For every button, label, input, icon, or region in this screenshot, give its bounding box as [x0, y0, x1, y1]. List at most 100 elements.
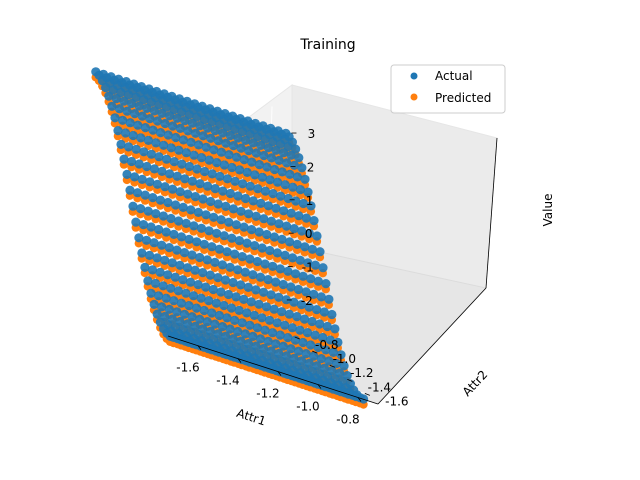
actual-point	[288, 182, 298, 192]
y-tick-mark	[329, 364, 335, 368]
actual-point	[251, 211, 261, 221]
actual-point	[169, 157, 179, 167]
actual-point	[181, 148, 191, 158]
actual-point	[257, 313, 267, 323]
actual-point	[201, 282, 211, 292]
actual-point	[285, 237, 295, 247]
actual-point	[249, 310, 259, 320]
actual-point	[122, 169, 132, 179]
actual-point	[201, 142, 211, 152]
actual-point	[237, 252, 247, 262]
actual-point	[184, 161, 194, 172]
actual-point	[274, 292, 284, 302]
actual-point	[274, 219, 284, 229]
actual-point	[300, 174, 310, 184]
actual-point	[270, 164, 280, 175]
legend-label-predicted: Predicted	[435, 91, 491, 105]
actual-point	[143, 206, 153, 216]
actual-point	[146, 149, 156, 159]
actual-point	[164, 243, 174, 253]
actual-point	[111, 94, 121, 104]
actual-point	[131, 217, 141, 227]
actual-point	[321, 279, 331, 289]
actual-point	[257, 172, 267, 182]
actual-point	[296, 300, 307, 310]
actual-point	[206, 133, 216, 143]
actual-point	[179, 248, 190, 258]
actual-point	[146, 288, 156, 298]
actual-point	[202, 255, 212, 265]
actual-point	[242, 308, 252, 318]
actual-point	[148, 193, 158, 203]
actual-point	[145, 177, 155, 187]
actual-point	[339, 361, 349, 371]
actual-point	[286, 208, 296, 218]
actual-point	[321, 345, 331, 355]
y-tick-mark	[347, 378, 353, 382]
actual-point	[219, 300, 229, 311]
actual-point	[318, 263, 328, 273]
actual-point	[173, 286, 183, 296]
actual-point	[275, 264, 285, 274]
actual-point	[277, 234, 287, 244]
actual-point	[192, 164, 202, 174]
actual-point	[187, 176, 197, 186]
actual-point	[256, 140, 266, 150]
actual-point	[266, 153, 277, 163]
actual-point	[221, 201, 231, 211]
actual-point	[271, 339, 281, 349]
actual-point	[155, 195, 165, 205]
actual-point	[190, 192, 200, 202]
actual-point	[179, 309, 190, 319]
actual-point	[254, 160, 264, 170]
actual-point	[242, 238, 252, 248]
actual-point	[302, 328, 313, 338]
z-tick-label: 0	[305, 227, 313, 241]
actual-point	[241, 135, 251, 145]
actual-point	[244, 209, 254, 219]
actual-point	[178, 275, 188, 285]
actual-point	[116, 139, 126, 149]
z-tick-label: 2	[307, 160, 315, 174]
z-tick-label: -1	[302, 261, 314, 275]
actual-point	[227, 233, 237, 243]
actual-point	[205, 270, 215, 280]
actual-point	[155, 267, 165, 277]
grid-line-y	[84, 52, 92, 270]
actual-point	[180, 174, 190, 184]
actual-point	[212, 228, 222, 238]
actual-point	[248, 331, 258, 341]
actual-point	[298, 337, 308, 348]
actual-point	[131, 144, 141, 154]
actual-point	[289, 160, 299, 170]
actual-point	[195, 179, 205, 189]
actual-point	[259, 214, 269, 224]
actual-point	[166, 283, 176, 293]
x-tick-label: -1.6	[176, 361, 199, 375]
z-axis-label: Value	[541, 194, 555, 227]
actual-point	[239, 222, 249, 232]
actual-point	[280, 250, 290, 260]
actual-point	[306, 340, 316, 350]
actual-point	[261, 302, 272, 312]
actual-point	[297, 226, 307, 236]
actual-point	[140, 190, 150, 200]
actual-point	[207, 242, 217, 252]
actual-point	[245, 320, 255, 330]
actual-point	[263, 275, 273, 285]
actual-point	[150, 278, 161, 288]
actual-point	[260, 259, 270, 269]
actual-point	[176, 232, 187, 242]
actual-point	[312, 305, 322, 315]
actual-point	[119, 96, 129, 106]
actual-point	[277, 167, 287, 177]
actual-point	[225, 324, 235, 334]
actual-point	[271, 203, 281, 213]
actual-point	[176, 298, 186, 308]
actual-point	[295, 255, 305, 265]
actual-point	[125, 185, 135, 195]
actual-point	[141, 235, 152, 245]
actual-point	[333, 337, 343, 347]
actual-point	[168, 184, 178, 194]
actual-point	[213, 136, 223, 146]
